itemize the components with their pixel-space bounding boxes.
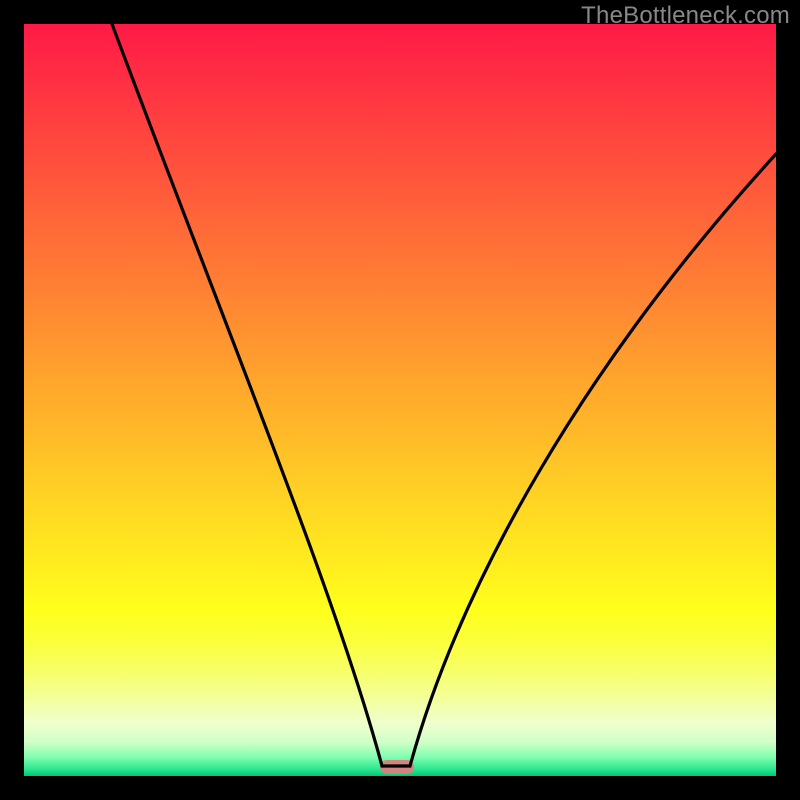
plot-area [24, 24, 776, 776]
watermark-text: TheBottleneck.com [581, 2, 790, 30]
chart-svg [24, 24, 776, 776]
gradient-background [24, 24, 776, 776]
